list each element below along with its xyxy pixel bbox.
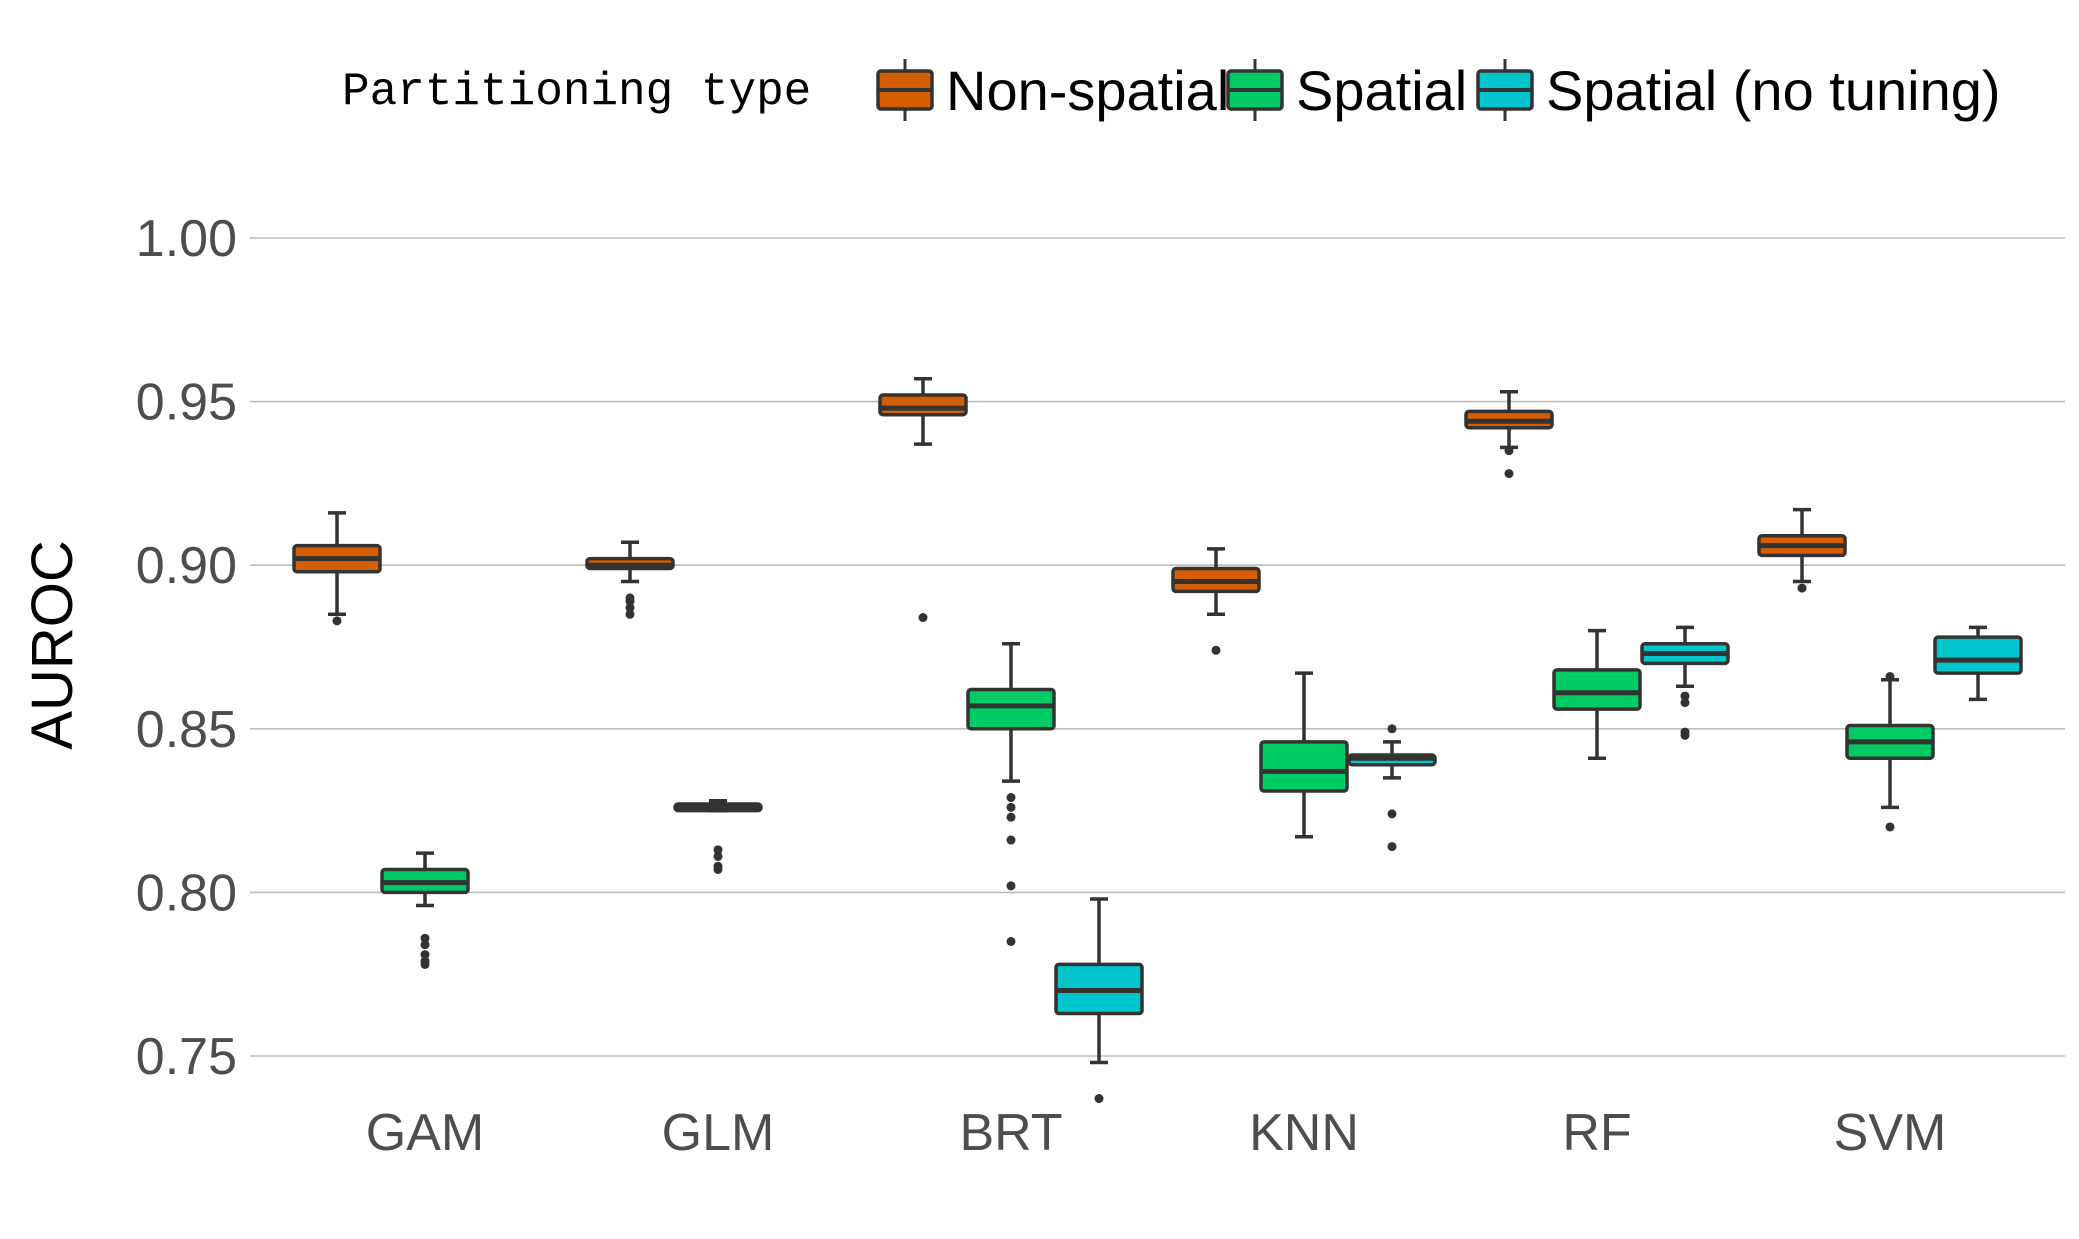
legend-label: Spatial: [1296, 59, 1467, 122]
box-knn: [1171, 547, 1261, 655]
series-spatial-no-tuning: [1054, 625, 2023, 1104]
legend-label: Non-spatial: [946, 59, 1229, 122]
outlier-point: [1504, 446, 1514, 456]
outlier-point: [918, 613, 928, 623]
outlier-point: [1387, 842, 1397, 852]
outlier-point: [1387, 809, 1397, 819]
outlier-point: [1006, 881, 1016, 891]
outlier-point: [1885, 671, 1895, 681]
grid-lines: [250, 237, 2065, 1057]
outlier-point: [1006, 835, 1016, 845]
x-tick-label: GAM: [366, 1104, 484, 1162]
y-tick-label: 0.85: [136, 701, 237, 759]
outlier-point: [625, 609, 635, 619]
outlier-point: [1885, 822, 1895, 832]
outlier-point: [713, 845, 723, 855]
legend-item: Spatial: [1226, 59, 1467, 122]
outlier-point: [420, 950, 430, 960]
box-iqr: [1552, 668, 1642, 711]
box-knn: [1259, 671, 1349, 839]
box-iqr: [1933, 635, 2023, 675]
box-gam: [292, 511, 382, 626]
outlier-point: [625, 603, 635, 613]
outlier-point: [1797, 583, 1807, 593]
x-tick-label: RF: [1562, 1104, 1631, 1162]
box-glm: [673, 799, 763, 874]
y-tick-label: 0.75: [136, 1028, 237, 1086]
x-tick-label: SVM: [1834, 1104, 1947, 1162]
outlier-point: [1680, 691, 1690, 701]
outlier-point: [1006, 793, 1016, 803]
outlier-point: [1006, 936, 1016, 946]
y-tick-label: 0.95: [136, 374, 237, 432]
outlier-point: [625, 593, 635, 603]
legend-item: Spatial (no tuning): [1476, 59, 2001, 122]
y-tick-label: 0.90: [136, 537, 237, 595]
outlier-point: [420, 940, 430, 950]
box-iqr: [1259, 740, 1349, 793]
box-svm: [1845, 671, 1935, 832]
x-tick-labels: GAM GLM BRT KNN RF SVM: [366, 1104, 1947, 1162]
legend-label: Spatial (no tuning): [1546, 59, 2001, 122]
y-tick-labels: 0.75 0.80 0.85 0.90 0.95 1.00: [136, 210, 237, 1086]
plot-area: [292, 376, 2023, 1104]
box-iqr: [966, 687, 1056, 731]
box-rf: [1464, 390, 1554, 479]
x-tick-label: GLM: [662, 1104, 775, 1162]
outlier-point: [1211, 645, 1221, 655]
outlier-point: [713, 851, 723, 861]
box-knn: [1347, 724, 1437, 852]
box-rf: [1552, 628, 1642, 760]
x-tick-label: KNN: [1249, 1104, 1359, 1162]
legend-title: Partitioning type: [342, 66, 811, 118]
outlier-point: [420, 933, 430, 943]
box-iqr: [878, 393, 968, 417]
legend-item: Non-spatial: [876, 59, 1229, 122]
outlier-point: [1680, 698, 1690, 708]
outlier-point: [1094, 1094, 1104, 1104]
box-brt: [878, 376, 968, 623]
box-glm: [585, 540, 675, 619]
outlier-point: [1006, 802, 1016, 812]
series-non-spatial: [292, 376, 1847, 655]
outlier-point: [420, 956, 430, 966]
y-tick-label: 1.00: [136, 210, 237, 268]
box-brt: [966, 641, 1056, 946]
series-spatial: [380, 628, 1935, 969]
box-svm: [1757, 507, 1847, 593]
outlier-point: [1680, 730, 1690, 740]
outlier-point: [332, 616, 342, 626]
outlier-point: [1504, 469, 1514, 479]
outlier-point: [1006, 812, 1016, 822]
box-gam: [380, 851, 470, 969]
outlier-point: [1387, 724, 1397, 734]
y-tick-label: 0.80: [136, 864, 237, 922]
y-axis-title: AUROC: [20, 540, 85, 749]
box-brt: [1054, 897, 1144, 1104]
box-svm: [1933, 625, 2023, 702]
x-tick-label: BRT: [959, 1104, 1062, 1162]
legend: Partitioning type Non-spatial Spatial Spat…: [342, 59, 2001, 122]
box-rf: [1640, 625, 1730, 740]
outlier-point: [713, 861, 723, 871]
